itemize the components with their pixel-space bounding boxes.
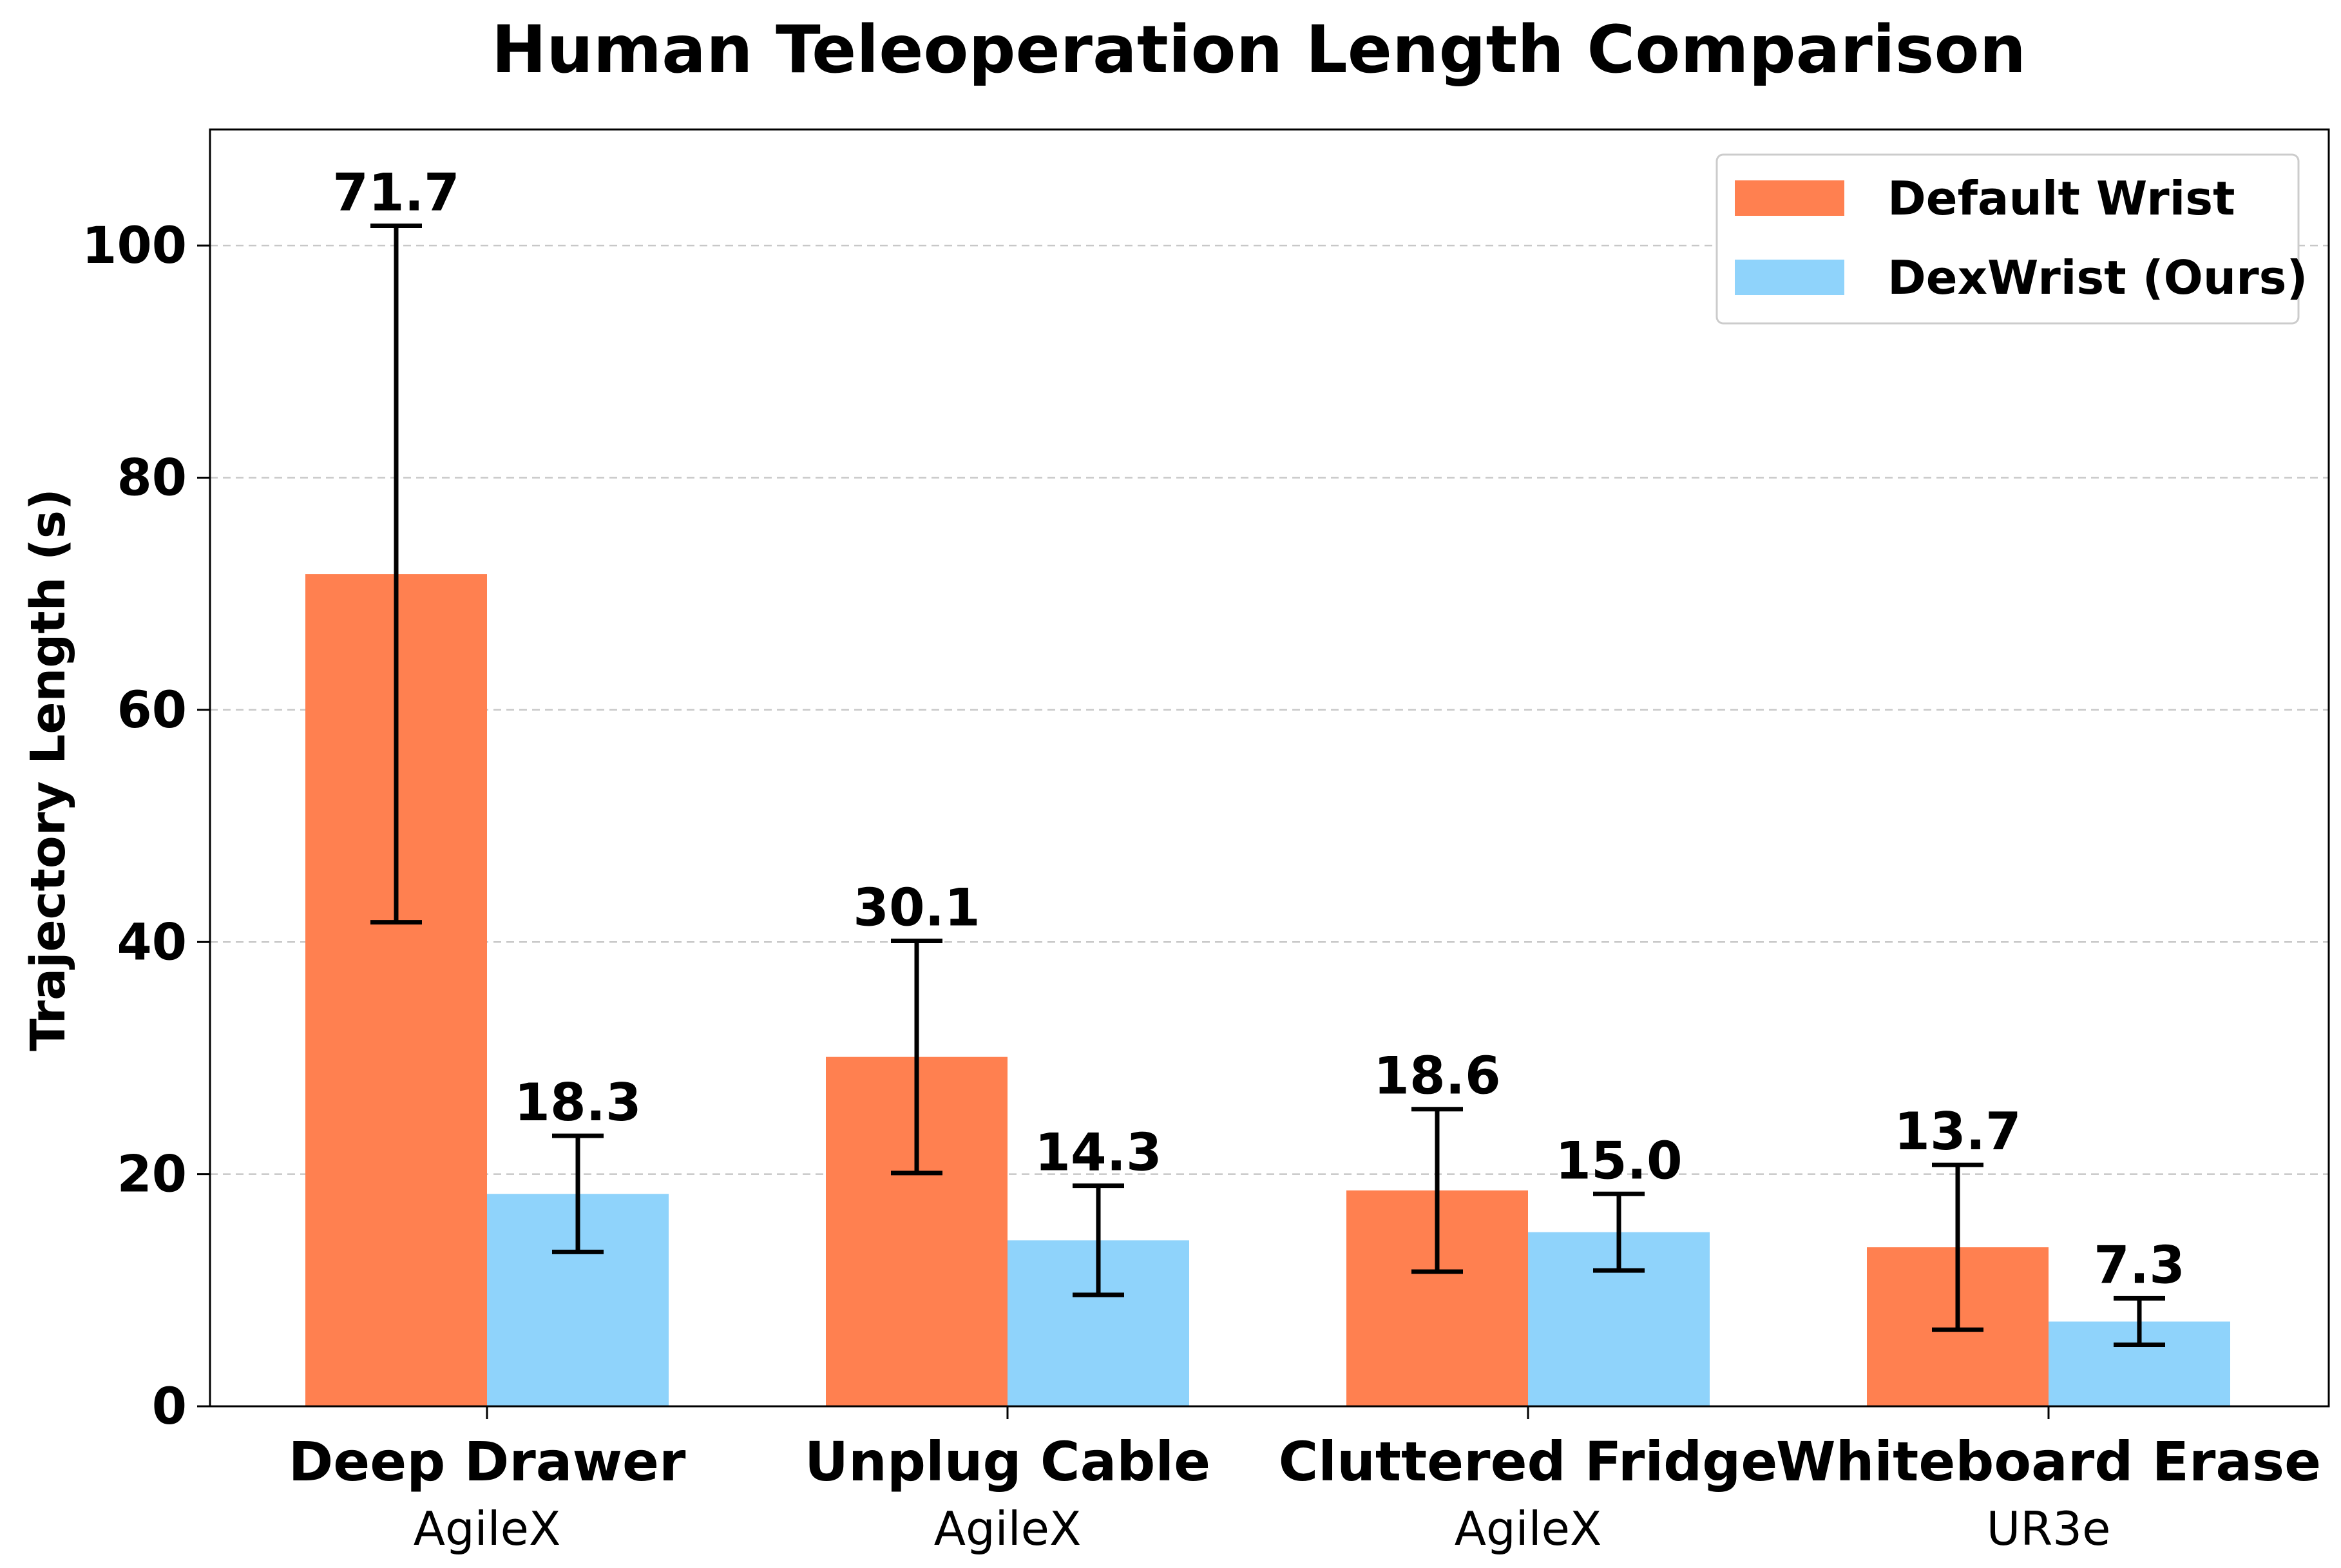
legend-box bbox=[1715, 153, 2300, 325]
x-tick-label-cluttered-fridge: Cluttered Fridge bbox=[1279, 1430, 1778, 1493]
y-tick-label-100: 100 bbox=[82, 217, 187, 275]
gridlines bbox=[210, 244, 2329, 1175]
data-label-deep-drawer-dexwrist: 18.3 bbox=[514, 1073, 641, 1133]
y-axis-ticks: 0 20 40 60 80 100 bbox=[82, 217, 210, 1436]
legend-label-default-wrist: Default Wrist bbox=[1887, 171, 2235, 225]
legend-swatch-default-wrist bbox=[1735, 180, 1844, 216]
y-tick-label-80: 80 bbox=[117, 450, 187, 508]
data-label-deep-drawer-default-wrist: 71.7 bbox=[332, 163, 459, 223]
legend-swatch-dexwrist bbox=[1735, 260, 1844, 295]
y-tick-label-20: 20 bbox=[117, 1146, 187, 1204]
data-label-whiteboard-erase-dexwrist: 7.3 bbox=[2094, 1235, 2185, 1295]
x-tick-sublabel-unplug-cable: AgileX bbox=[934, 1502, 1082, 1556]
chart-title: Human Teleoperation Length Comparison bbox=[492, 12, 2026, 88]
data-label-unplug-cable-default-wrist: 30.1 bbox=[853, 877, 980, 937]
y-tick-label-0: 0 bbox=[152, 1378, 187, 1436]
error-bars-group bbox=[370, 224, 2165, 1348]
plot-frame bbox=[209, 128, 2330, 1408]
y-tick-label-60: 60 bbox=[117, 682, 187, 740]
x-tick-label-unplug-cable: Unplug Cable bbox=[805, 1430, 1210, 1493]
data-label-unplug-cable-dexwrist: 14.3 bbox=[1035, 1123, 1161, 1183]
x-tick-sublabel-whiteboard-erase: UR3e bbox=[1987, 1502, 2111, 1556]
x-axis-ticks: Deep Drawer AgileX Unplug Cable AgileX Clutt… bbox=[289, 1406, 2321, 1556]
legend-label-dexwrist: DexWrist (Ours) bbox=[1887, 251, 2308, 305]
data-label-whiteboard-erase-default-wrist: 13.7 bbox=[1894, 1102, 2021, 1162]
legend: Default Wrist DexWrist (Ours) bbox=[1715, 153, 2308, 325]
y-tick-label-40: 40 bbox=[117, 913, 187, 971]
data-label-cluttered-fridge-dexwrist: 15.0 bbox=[1555, 1131, 1682, 1190]
data-label-cluttered-fridge-default-wrist: 18.6 bbox=[1373, 1046, 1500, 1106]
data-labels-group: 71.7 18.3 30.1 14.3 18.6 15.0 13.7 7.3 bbox=[332, 163, 2185, 1296]
y-axis-label: Trajectory Length (s) bbox=[21, 488, 76, 1051]
x-tick-sublabel-deep-drawer: AgileX bbox=[414, 1502, 561, 1556]
x-tick-label-deep-drawer: Deep Drawer bbox=[289, 1430, 686, 1493]
bars-group bbox=[305, 574, 2230, 1406]
x-tick-sublabel-cluttered-fridge: AgileX bbox=[1455, 1502, 1602, 1556]
x-tick-label-whiteboard-erase: Whiteboard Erase bbox=[1776, 1430, 2321, 1493]
